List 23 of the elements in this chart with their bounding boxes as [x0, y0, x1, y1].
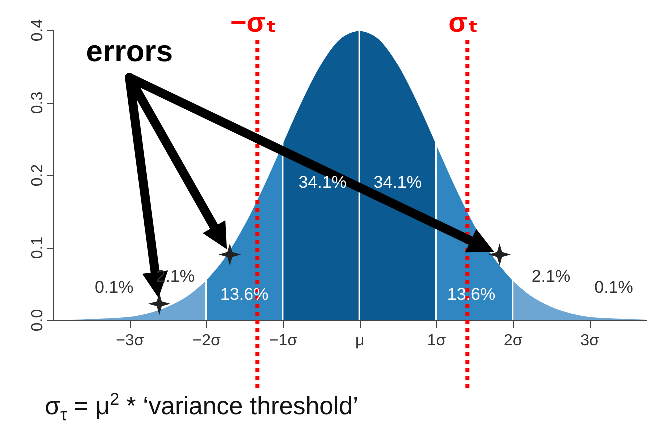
text: σ$_{τ}$ = μ$^{2}$ * ‘variance threshold’ [45, 390, 359, 426]
x-tick-label: μ [355, 332, 365, 350]
y-tick-label: 0.1 [30, 236, 46, 260]
y-tick-label: 0.4 [30, 19, 46, 42]
annotation: 34.1% [374, 172, 422, 192]
ref-line-label: −σₜ [230, 7, 277, 38]
annotation: errors [86, 35, 174, 68]
annotation: 13.6% [447, 285, 496, 304]
annotation: 13.6% [220, 285, 269, 304]
annotation: 34.1% [298, 172, 347, 192]
x-tick-label: −1σ [269, 332, 298, 350]
annotation: 0.1% [594, 278, 634, 297]
x-tick-label: 2σ [504, 332, 523, 350]
x-tick-label: −2σ [192, 332, 221, 350]
x-tick-label: 1σ [427, 332, 446, 350]
x-tick-label: 3σ [580, 332, 600, 350]
ref-line-label: σₜ [448, 7, 479, 38]
y-tick-label: 0.0 [30, 309, 46, 332]
x-tick-label: −3σ [116, 332, 144, 350]
y-tick-label: 0.3 [30, 92, 46, 114]
y-tick-label: 0.2 [30, 164, 46, 187]
annotation: 2.1% [532, 267, 571, 286]
annotation: 0.1% [94, 278, 134, 297]
